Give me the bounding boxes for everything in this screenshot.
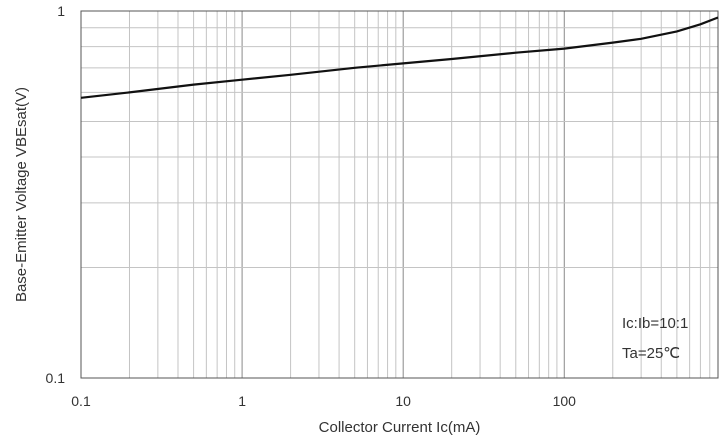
y-tick-label: 0.1 [46, 370, 66, 386]
x-tick-label: 0.1 [71, 393, 91, 409]
x-axis-label: Collector Current Ic(mA) [319, 419, 481, 436]
x-tick-label: 10 [395, 393, 411, 409]
x-tick-label: 1 [238, 393, 246, 409]
tick-labels: 0.1 1 10 100 0.1 1 [46, 3, 577, 409]
y-axis-label: Base-Emitter Voltage VBEsat(V) [13, 87, 30, 302]
y-tick-label: 1 [57, 3, 65, 19]
annotation-temperature: Ta=25℃ [622, 345, 680, 362]
series-line [80, 16, 719, 99]
x-tick-label: 100 [553, 393, 577, 409]
plot-frame [80, 10, 719, 379]
annotation-ratio: Ic:Ib=10:1 [622, 315, 688, 332]
